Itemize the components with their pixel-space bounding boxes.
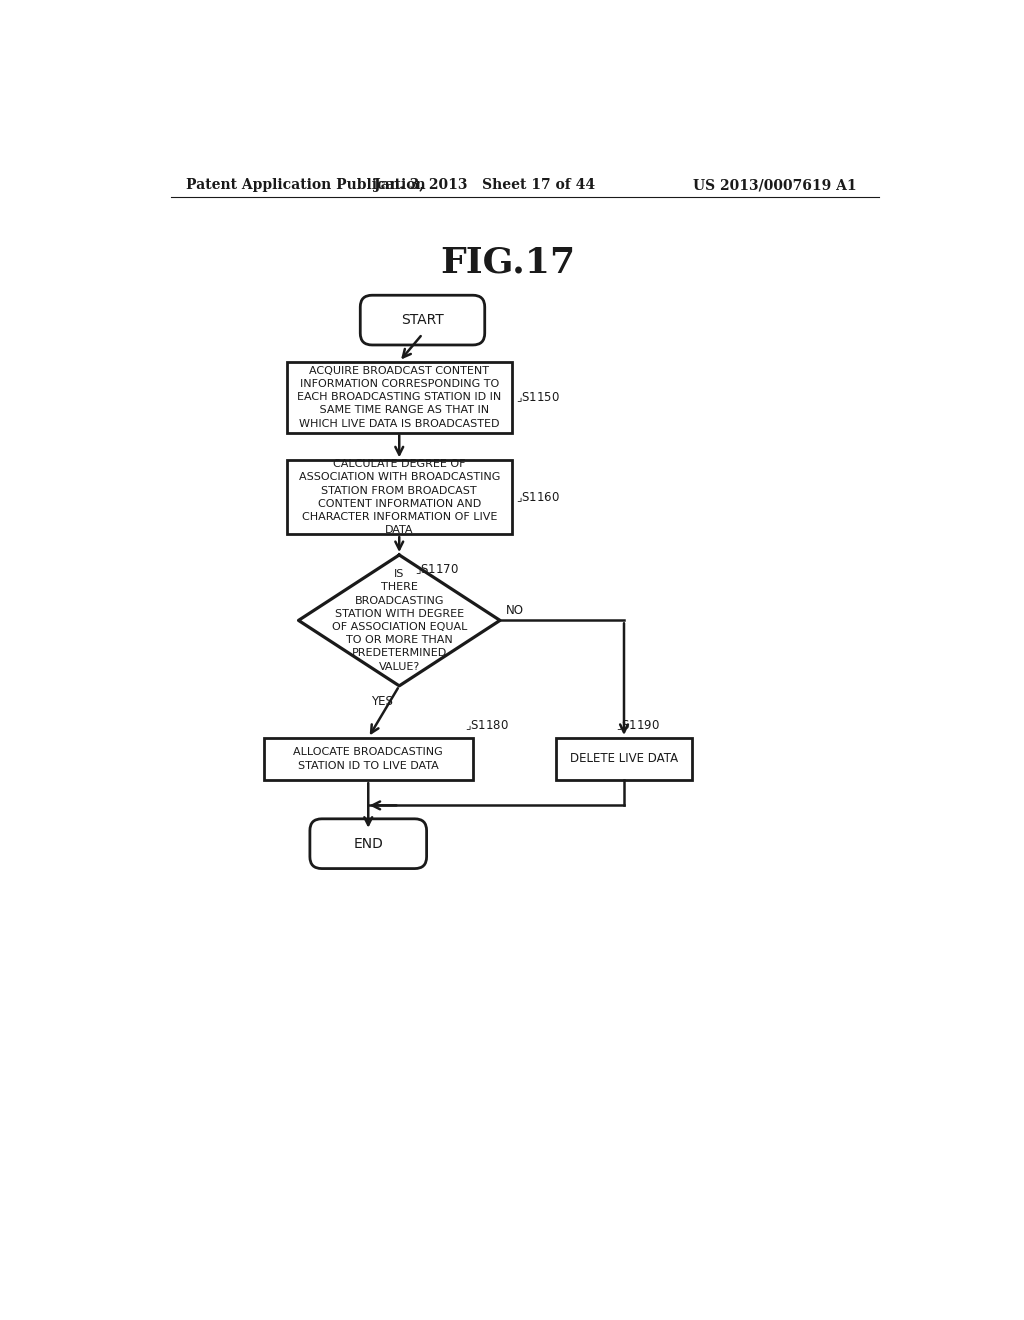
Text: IS
THERE
BROADCASTING
STATION WITH DEGREE
OF ASSOCIATION EQUAL
TO OR MORE THAN
P: IS THERE BROADCASTING STATION WITH DEGRE… <box>332 569 467 672</box>
Text: END: END <box>353 837 383 850</box>
Bar <box>556 738 692 780</box>
Text: DELETE LIVE DATA: DELETE LIVE DATA <box>570 752 678 766</box>
Bar <box>287 461 512 535</box>
Text: ACQUIRE BROADCAST CONTENT
INFORMATION CORRESPONDING TO
EACH BROADCASTING STATION: ACQUIRE BROADCAST CONTENT INFORMATION CO… <box>297 366 502 429</box>
FancyBboxPatch shape <box>310 818 427 869</box>
Text: Patent Application Publication: Patent Application Publication <box>186 178 426 193</box>
Text: CALCULATE DEGREE OF
ASSOCIATION WITH BROADCASTING
STATION FROM BROADCAST
CONTENT: CALCULATE DEGREE OF ASSOCIATION WITH BRO… <box>299 459 500 535</box>
Text: $\lrcorner$S1170: $\lrcorner$S1170 <box>415 562 459 577</box>
Bar <box>263 738 473 780</box>
Text: $\lrcorner$S1150: $\lrcorner$S1150 <box>515 391 559 404</box>
Text: US 2013/0007619 A1: US 2013/0007619 A1 <box>693 178 856 193</box>
Text: $\lrcorner$S1160: $\lrcorner$S1160 <box>515 490 559 504</box>
FancyBboxPatch shape <box>360 296 484 345</box>
Bar <box>287 362 512 433</box>
Text: START: START <box>401 313 443 327</box>
Text: FIG.17: FIG.17 <box>440 246 575 280</box>
Text: NO: NO <box>506 603 524 616</box>
Text: YES: YES <box>371 696 393 708</box>
Text: $\lrcorner$S1180: $\lrcorner$S1180 <box>465 718 509 731</box>
Text: ALLOCATE BROADCASTING
STATION ID TO LIVE DATA: ALLOCATE BROADCASTING STATION ID TO LIVE… <box>293 747 443 771</box>
Text: $\lrcorner$S1190: $\lrcorner$S1190 <box>616 718 660 731</box>
Text: Jan. 3, 2013   Sheet 17 of 44: Jan. 3, 2013 Sheet 17 of 44 <box>374 178 595 193</box>
